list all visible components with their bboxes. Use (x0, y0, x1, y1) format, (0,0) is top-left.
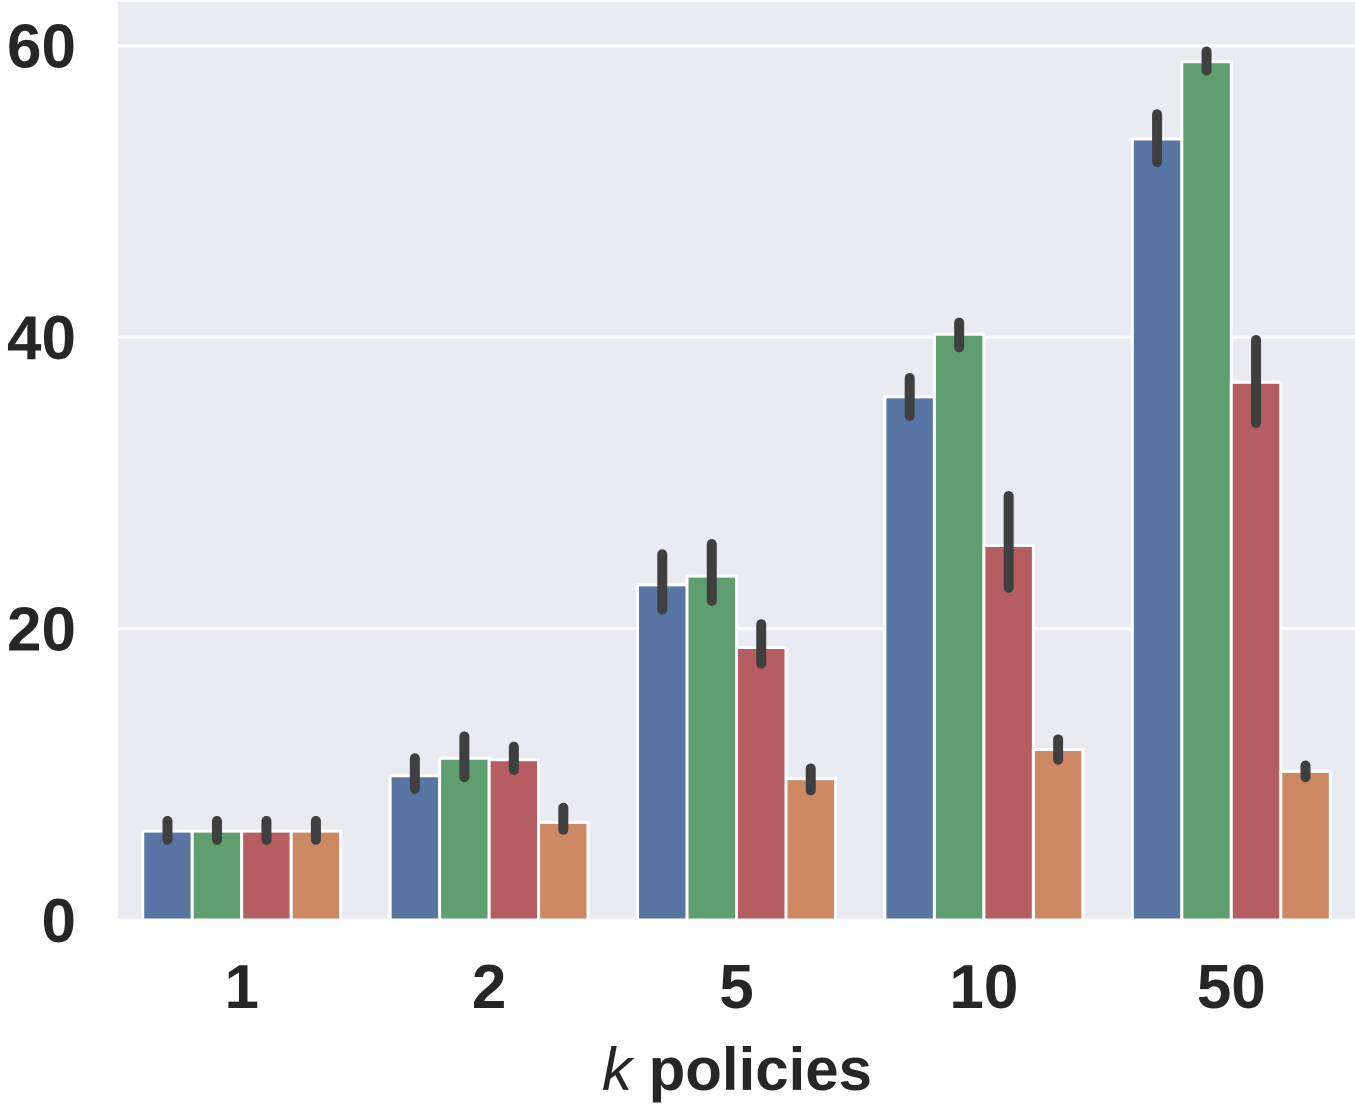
bar (784, 777, 837, 922)
bar (982, 544, 1035, 922)
bar (289, 829, 343, 922)
y-tick-label: 0 (42, 887, 76, 956)
bar (932, 332, 986, 922)
y-tick-label: 40 (7, 304, 76, 373)
x-tick-label: 2 (472, 953, 506, 1022)
bars (141, 60, 1332, 922)
bar (735, 646, 788, 922)
x-axis-label-space (632, 1036, 649, 1103)
bar (883, 395, 936, 922)
x-axis-label-variable: k (602, 1036, 635, 1103)
bar (240, 829, 293, 922)
y-tick-label: 60 (7, 13, 76, 82)
bar (1229, 380, 1283, 922)
x-tick-label: 1 (224, 953, 258, 1022)
y-tick-label: 20 (7, 596, 76, 665)
x-axis-label: k policies (602, 1036, 872, 1103)
bar (1031, 748, 1085, 922)
bar (487, 758, 541, 922)
bar (685, 574, 739, 922)
error-bars (162, 46, 1311, 845)
bar (388, 774, 442, 922)
bar (1180, 60, 1233, 922)
bar (636, 583, 689, 922)
bar (1130, 137, 1184, 922)
x-axis-label-text: policies (649, 1036, 872, 1103)
bar (537, 820, 590, 922)
x-tick-label: 10 (949, 953, 1018, 1022)
x-tick-label: 50 (1197, 953, 1266, 1022)
bar (141, 829, 194, 922)
x-tick-labels: 1 2 5 10 50 (224, 953, 1265, 1022)
y-tick-labels: 0 20 40 60 (7, 13, 76, 956)
bar (438, 756, 491, 922)
bar (1279, 769, 1332, 922)
x-tick-label: 5 (719, 953, 753, 1022)
